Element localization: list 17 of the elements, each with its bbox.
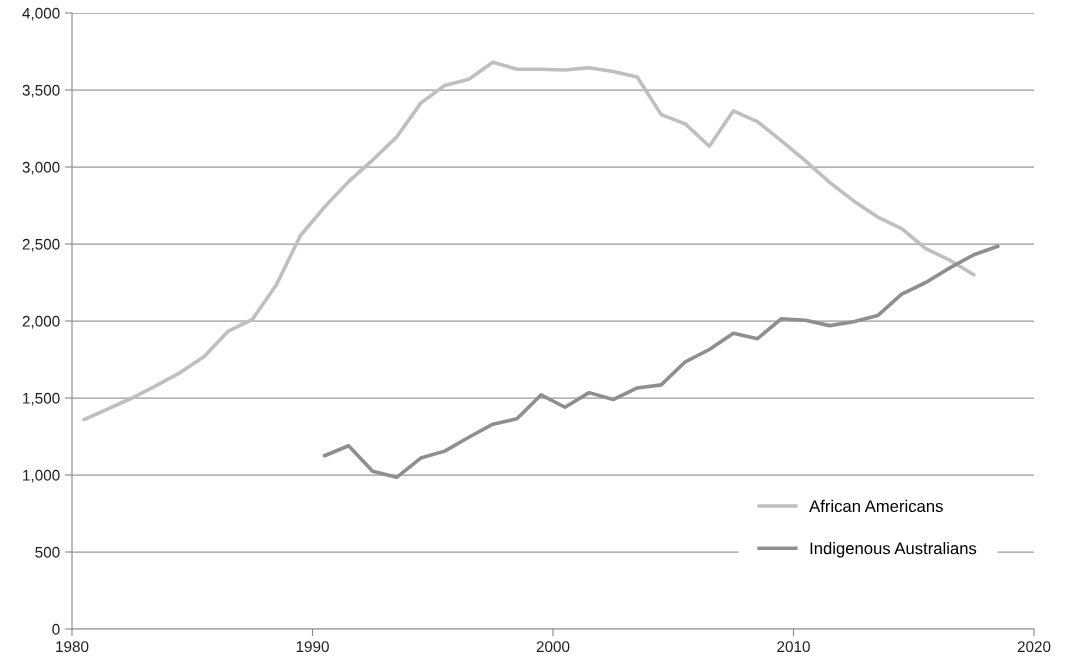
line-series xyxy=(82,60,976,422)
x-tick-label: 1980 xyxy=(56,641,89,653)
x-tick-label: 1990 xyxy=(296,641,329,653)
y-tick-label: 500 xyxy=(35,546,60,558)
y-tick-label: 2,000 xyxy=(22,315,60,329)
x-tick-label: 2010 xyxy=(777,641,810,653)
y-tick-label: 1,000 xyxy=(23,469,60,483)
y-tick-label: 2,500 xyxy=(22,238,60,252)
y-tick-label: 4,000 xyxy=(22,7,60,21)
y-tick-label: 0 xyxy=(52,623,60,635)
legend-label: African Americans xyxy=(809,499,943,513)
x-tick-label: 2000 xyxy=(536,641,570,653)
y-tick-label: 3,000 xyxy=(22,161,60,175)
y-tick-label: 1,500 xyxy=(23,392,60,406)
x-tick-label: 2020 xyxy=(1017,641,1051,653)
legend-label: Indigenous Australians xyxy=(810,542,977,558)
y-tick-label: 3,500 xyxy=(22,84,60,98)
